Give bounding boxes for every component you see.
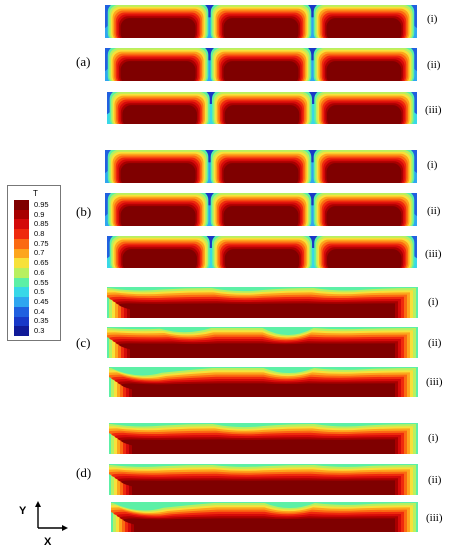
legend-tick-label: 0.7 [34, 248, 45, 258]
contour-panel-a-i [105, 5, 417, 38]
legend-tick-label: 0.8 [34, 229, 45, 238]
contour-band [223, 163, 299, 183]
contour-band [120, 18, 196, 38]
contour-band [121, 439, 395, 454]
legend-tick-label: 0.55 [34, 277, 49, 287]
contour-panel-b-i [105, 150, 417, 183]
legend-tick-label: 0.85 [34, 219, 49, 229]
contour-plot-b-ii [105, 193, 417, 226]
legend-title: T [33, 189, 38, 198]
contour-band [121, 480, 395, 495]
contour-plot-a-i [105, 5, 417, 38]
contour-panel-a-ii [105, 48, 417, 81]
contour-band [326, 18, 402, 38]
colorbar-legend: T 0.95 0.9 0.85 0.8 0.75 0.7 0.65 0.6 0.55 0.5 0.4… [7, 185, 61, 341]
contour-band [120, 163, 196, 183]
contour-plot-d-i [109, 423, 418, 454]
row-label-b-iii: (iii) [425, 248, 442, 260]
colorbar-segment [14, 287, 29, 298]
colorbar-segment [14, 316, 29, 327]
contour-plot-b-i [105, 150, 417, 183]
colorbar-segment [14, 200, 29, 211]
contour-band [122, 105, 197, 124]
colorbar-segment [14, 306, 29, 318]
contour-band [223, 18, 299, 38]
legend-tick-label: 0.95 [34, 199, 49, 209]
row-label-a-ii: (ii) [427, 59, 441, 71]
row-label-c-ii: (ii) [428, 337, 442, 349]
contour-panel-d-i [109, 423, 418, 454]
contour-band [326, 163, 402, 183]
contour-band [120, 61, 196, 81]
row-label-a-i: (i) [427, 13, 438, 25]
group-label-a: (a) [76, 54, 91, 69]
contour-panel-a-iii [107, 92, 417, 124]
contour-band [120, 206, 196, 226]
contour-panel-d-ii [109, 464, 418, 495]
row-label-d-iii: (iii) [426, 512, 443, 524]
contour-band [224, 249, 300, 268]
contour-band [326, 206, 402, 226]
legend-tick-label: 0.35 [34, 316, 49, 326]
contour-plot-c-i [107, 287, 418, 318]
contour-plot-c-ii [107, 327, 418, 358]
row-label-d-i: (i) [428, 432, 439, 444]
contour-plot-a-ii [105, 48, 417, 81]
colorbar-segment [14, 248, 29, 259]
axis-indicator [35, 501, 68, 531]
contour-plot-d-ii [109, 464, 418, 495]
axis-x-label: X [44, 536, 52, 548]
colorbar-segment [14, 209, 29, 220]
contour-band [223, 61, 299, 81]
colorbar-segment [14, 219, 29, 230]
group-label-d: (d) [76, 465, 92, 480]
row-label-b-ii: (ii) [427, 205, 441, 217]
legend-tick-label: 0.5 [34, 287, 45, 297]
contour-plot-b-iii [107, 236, 417, 268]
contour-panel-b-ii [105, 193, 417, 226]
row-label-b-i: (i) [427, 159, 438, 171]
legend-tick-label: 0.6 [34, 267, 45, 277]
colorbar [14, 200, 29, 337]
contour-band [121, 383, 395, 397]
contour-band [326, 61, 402, 81]
contour-band [223, 206, 299, 226]
legend-tick-label: 0.45 [34, 297, 49, 306]
contour-panel-c-iii [109, 367, 418, 397]
colorbar-segment [14, 297, 29, 308]
contour-panel-c-i [107, 287, 418, 318]
colorbar-segment [14, 326, 29, 337]
legend-tick-label: 0.9 [34, 209, 45, 219]
legend-tick-label: 0.3 [34, 326, 45, 336]
colorbar-segment [14, 268, 29, 279]
group-label-b: (b) [76, 204, 92, 219]
contour-band [327, 249, 402, 268]
contour-plot-c-iii [109, 367, 418, 397]
contour-band [118, 343, 396, 358]
row-label-d-ii: (ii) [428, 474, 442, 486]
row-label-c-iii: (iii) [426, 376, 443, 388]
contour-plot-d-iii [111, 502, 418, 532]
colorbar-segment [14, 229, 29, 240]
row-label-a-iii: (iii) [425, 104, 442, 116]
contour-band [118, 303, 396, 318]
contour-panel-b-iii [107, 236, 417, 268]
legend-tick-label: 0.75 [34, 238, 49, 248]
legend-tick-label: 0.65 [34, 258, 49, 268]
contour-plot-a-iii [107, 92, 417, 124]
axis-y-label: Y [19, 505, 27, 517]
colorbar-segment [14, 238, 29, 250]
row-label-c-i: (i) [428, 296, 439, 308]
contour-band [327, 105, 402, 124]
contour-band [224, 105, 300, 124]
colorbar-segment [14, 277, 29, 288]
contour-band [123, 518, 395, 532]
group-label-c: (c) [76, 335, 91, 350]
contour-panel-c-ii [107, 327, 418, 358]
legend-tick-label: 0.4 [34, 306, 45, 316]
contour-band [122, 249, 197, 268]
colorbar-segment [14, 258, 29, 269]
contour-panel-d-iii [111, 502, 418, 532]
